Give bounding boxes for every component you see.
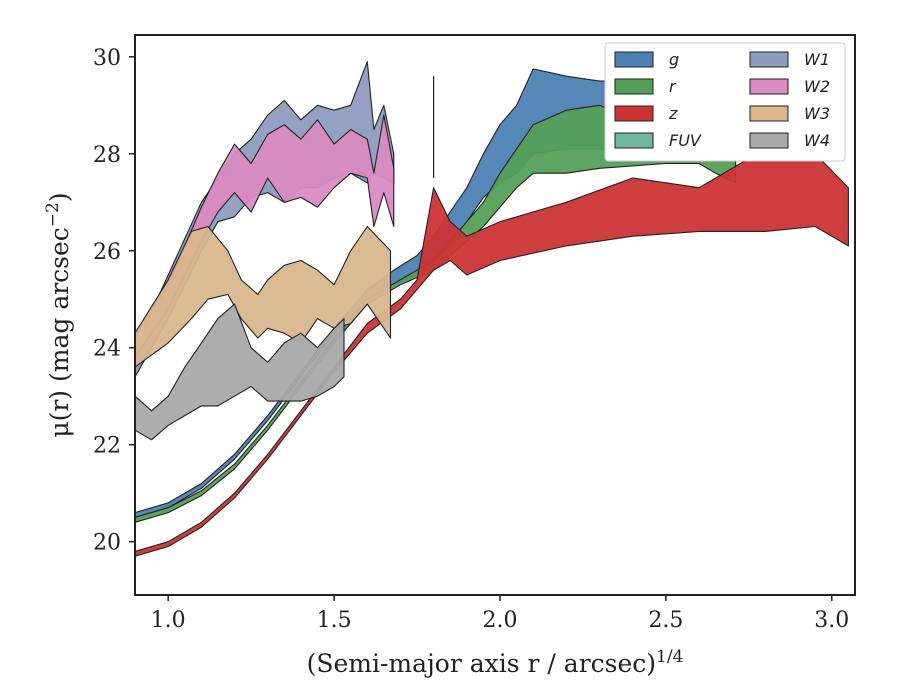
legend: grz FUV W1 W2 W3 W4 [604, 42, 846, 162]
y-axis-ticks: 20 22 24 26 28 30 [93, 46, 135, 556]
legend-label-w3: W3 [804, 104, 830, 123]
legend-swatch-w3 [749, 105, 789, 122]
legend-label-fuv: FUV [669, 131, 702, 150]
legend-label-z: z [668, 104, 678, 123]
legend-label-w4: W4 [804, 131, 830, 150]
y-tick-label: 28 [93, 143, 121, 168]
legend-swatch-r [614, 78, 654, 95]
series-band-w2 [134, 114, 395, 358]
legend-label-w1: W1 [804, 50, 830, 69]
x-axis-ticks: 1.0 1.5 2.0 2.5 3.0 [151, 595, 849, 633]
legend-swatch-g [614, 51, 654, 68]
y-tick-label: 30 [93, 46, 121, 71]
legend-swatch-w4 [749, 132, 789, 149]
x-tick-label: 2.0 [482, 608, 517, 633]
x-tick-label: 1.0 [151, 608, 186, 633]
plot-frame [134, 34, 856, 596]
legend-label-g: g [669, 50, 679, 69]
x-tick-label: 2.5 [648, 608, 683, 633]
y-tick-label: 20 [93, 531, 121, 556]
series-band-w4 [134, 303, 345, 441]
y-tick-label: 24 [93, 337, 121, 362]
y-tick-label: 22 [93, 434, 121, 459]
x-tick-label: 1.5 [317, 608, 352, 633]
legend-frame [604, 42, 846, 162]
legend-swatch-w1 [749, 51, 789, 68]
x-axis-label: (Semi-major axis r / arcsec)1/4 [307, 647, 684, 678]
y-tick-label: 26 [93, 240, 121, 265]
legend-swatch-w2 [749, 78, 789, 95]
legend-label-w2: W2 [804, 77, 830, 96]
series-band-w3 [134, 225, 392, 368]
x-tick-label: 3.0 [814, 608, 849, 633]
y-axis-label: μ(r) (mag arcsec−2) [43, 192, 74, 437]
legend-swatch-fuv [614, 132, 654, 149]
legend-swatch-z [614, 105, 654, 122]
legend-label-r: r [669, 77, 677, 96]
